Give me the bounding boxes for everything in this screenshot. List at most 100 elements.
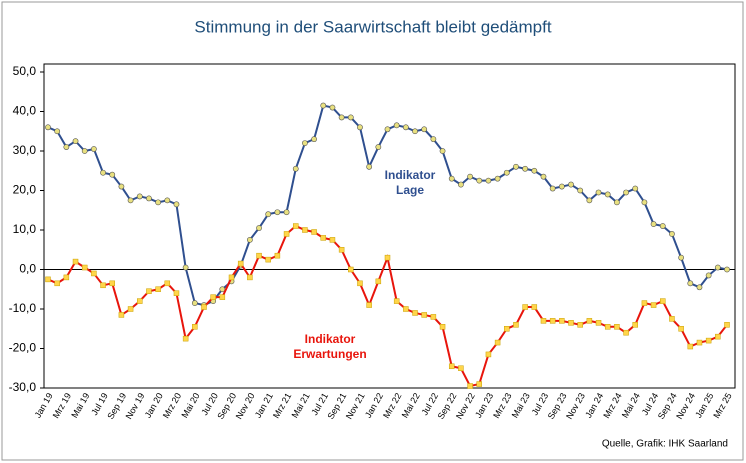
point [632,185,639,192]
point [320,102,327,109]
point [623,189,629,196]
point [45,276,51,283]
point [72,258,79,265]
point [669,231,675,237]
point [448,363,455,370]
point [292,223,299,229]
point [72,138,79,145]
point [109,171,116,178]
point [81,264,88,271]
point [182,335,189,342]
point [347,114,354,121]
point [641,199,648,206]
y-tick-label: 10,0 [13,222,37,236]
point [146,288,152,294]
point [531,304,538,310]
point [577,187,584,194]
point [63,144,70,150]
point [81,148,88,154]
point [393,298,400,304]
point [678,326,684,332]
point [348,266,354,273]
point [714,264,721,271]
point [623,329,629,336]
point [586,197,593,204]
point [439,324,446,330]
point [393,122,400,129]
point [274,209,281,216]
point [724,322,730,328]
point [724,266,730,273]
point [641,300,648,306]
point [155,286,161,292]
point [91,270,97,277]
point [458,365,464,371]
point [63,274,70,281]
point [540,318,547,324]
point [485,177,492,184]
point [265,256,271,263]
point [155,199,162,206]
point [283,231,290,237]
point [632,322,638,328]
point [357,124,363,131]
point [292,165,299,172]
point [237,260,244,267]
point [54,280,60,287]
point [540,173,547,180]
y-tick-label: 40,0 [13,104,37,118]
point [430,136,437,143]
point [247,274,253,281]
point [604,324,611,330]
point [522,165,529,172]
point [558,183,565,190]
point [164,197,171,204]
point [210,294,216,300]
annotation: Erwartungen [293,347,366,361]
point [100,169,106,176]
point [164,280,171,287]
y-tick-label: 50,0 [13,64,37,78]
point [118,312,125,318]
point [687,343,694,350]
point [439,148,446,154]
point [577,322,583,328]
y-tick-label: -20,0 [9,341,37,355]
point [228,274,235,281]
point [421,312,427,318]
point [256,252,262,259]
point [338,114,345,121]
plot-frame [43,63,736,389]
point [604,191,611,198]
point [595,320,602,326]
point [338,247,345,253]
point [494,339,501,346]
point [458,181,464,188]
point [127,197,134,204]
point [421,126,428,133]
point [182,264,189,271]
point [375,278,382,285]
point [109,280,115,287]
point [54,128,61,135]
point [687,280,694,287]
point [559,318,565,324]
point [366,163,373,170]
point [329,104,336,111]
point [384,254,391,261]
point [265,211,272,218]
y-tick-label: -10,0 [9,301,37,315]
y-tick-label: -30,0 [9,380,37,394]
point [100,282,106,289]
annotation: Indikator [305,332,356,346]
point [659,223,666,229]
point [357,280,363,287]
point [650,221,657,227]
point [274,252,281,259]
point [45,124,51,131]
point [485,351,492,358]
point [430,314,437,320]
point [329,237,336,243]
point [118,183,125,190]
